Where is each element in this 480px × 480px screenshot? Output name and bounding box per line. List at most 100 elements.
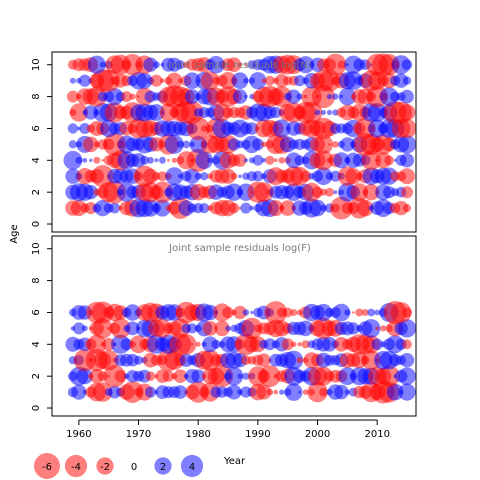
y-axis-title: Age [9,224,20,243]
y-tick-label: 2 [31,189,42,195]
residual-bubble [231,72,249,89]
residual-bubble [393,73,409,88]
panel-bottom-frame [51,235,417,417]
residual-bubble [367,103,387,122]
legend-label: -6 [42,462,52,473]
residual-bubble [258,365,281,388]
residual-bubble [249,205,255,211]
residual-bubble [314,303,333,322]
residual-bubble [191,369,205,384]
residual-bubble [397,118,417,139]
residual-bubble [332,93,339,100]
residual-bubble [145,371,156,382]
x-tick-label: 2010 [364,429,389,440]
residual-bubble [249,72,267,90]
residual-bubble [261,158,267,163]
residual-bubble [145,386,156,398]
residual-bubble [344,389,350,395]
residual-bubble [75,156,83,164]
residual-bubble [374,309,381,316]
residual-bubble [134,355,143,365]
residual-bubble [202,321,218,336]
legend: -6 -4 -2 0 2 4 [34,453,204,479]
residual-bubble [244,94,248,99]
panel-bottom-title: Joint sample residuals log(F) [168,243,311,254]
residual-bubble [87,55,106,74]
residual-bubble [297,56,315,74]
residual-bubble [398,367,416,386]
residual-bubble [344,309,351,316]
residual-bubble [147,156,154,164]
y-tick-label: 10 [31,242,42,255]
residual-bubble [241,317,263,340]
residual-bubble [286,89,301,104]
residual-bubble [140,155,149,165]
residual-bubble [244,63,248,67]
residual-bubble [271,86,293,107]
residual-bubble [222,306,234,319]
legend-bubble [64,454,88,478]
residual-bubble [68,140,77,149]
residual-bubble [307,381,328,403]
residual-bubble [243,158,248,163]
residual-bubble [83,136,99,153]
residual-bubble [393,200,409,216]
residual-bubble [363,184,380,201]
residual-bubble [257,353,271,368]
y-tick-label: 2 [31,373,42,379]
residual-bubble [72,322,85,335]
residual-bubble [175,60,185,70]
residual-bubble [345,168,362,185]
panel-bottom: Joint sample residuals log(F) 0 2 4 6 8 10 19… [31,235,417,440]
residual-bubble [401,59,413,70]
residual-bubble [337,60,346,69]
residual-bubble [63,150,83,170]
residual-bubble [158,156,166,164]
residual-bubble [200,172,209,181]
residual-bubble [237,62,243,67]
residual-bubble [367,308,376,317]
residual-bubble [352,311,355,314]
residual-bubble [199,203,210,214]
residual-bubble [400,89,414,104]
residual-bubble [332,141,339,148]
residual-bubble [166,72,183,89]
residual-bubble [87,334,107,354]
residual-bubble [245,122,259,135]
x-tick-label: 1970 [126,429,151,440]
y-tick-label: 4 [31,341,42,347]
residual-bubble [343,71,363,91]
residual-bubble [324,53,347,76]
panel-top-title: Joint sample residuals log(N) [167,60,311,71]
residual-bubble [273,158,278,163]
residual-bubble [228,202,240,214]
residual-bubble [273,389,279,395]
legend-bubble [154,457,172,475]
residual-bubble [253,182,274,202]
residual-bubble [129,93,136,100]
residual-bubble [110,318,131,339]
residual-bubble [150,74,163,87]
residual-bubble [402,76,412,85]
bottom-bubble-layer [65,301,417,404]
residual-bubble [401,186,413,199]
residual-bubble [81,325,88,332]
residual-bubble [154,158,159,163]
residual-bubble [233,305,247,320]
residual-bubble [378,365,400,387]
residual-bubble [270,106,282,119]
residual-bubble [272,119,291,138]
residual-bubble [195,341,201,347]
residual-bubble [232,89,248,104]
residual-bubble [333,190,338,195]
residual-bubble [398,383,416,401]
residual-bubble [176,334,197,355]
residual-bubble [301,340,310,349]
residual-bubble [300,101,323,124]
residual-bubble [227,138,241,151]
residual-bubble [313,134,334,154]
residual-bubble [384,155,394,166]
residual-bubble [302,389,309,395]
residual-bubble [92,318,113,339]
residual-bubble [279,200,296,216]
